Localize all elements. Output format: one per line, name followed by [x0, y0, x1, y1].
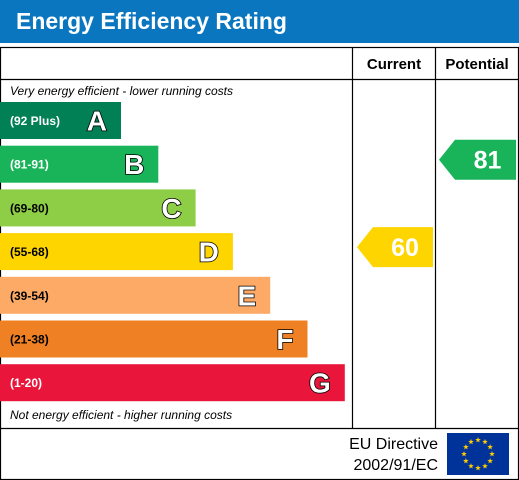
band-letter-f: F [276, 324, 293, 355]
band-c: (69-80) C [0, 189, 196, 227]
chart-title: Energy Efficiency Rating [0, 0, 519, 43]
eu-flag-star [463, 444, 469, 450]
directive-line2: 2002/91/EC [353, 457, 438, 474]
top-note: Very energy efficient - lower running co… [10, 84, 233, 98]
band-range-e: (39-54) [10, 289, 49, 303]
current-rating-arrow-shape [357, 227, 433, 268]
band-bar-g [0, 364, 345, 402]
eu-flag-star [475, 465, 481, 471]
potential-rating-arrow-value: 81 [474, 147, 502, 175]
band-d: (55-68) D [0, 233, 233, 271]
band-g: (1-20) G [0, 364, 345, 402]
eu-flag-star [468, 463, 474, 469]
band-b: (81-91) B [0, 145, 159, 183]
band-range-d: (55-68) [10, 245, 49, 259]
band-letter-e: E [238, 280, 257, 311]
current-rating-arrow: 60 [357, 227, 433, 268]
eu-flag-icon [447, 433, 509, 475]
band-range-f: (21-38) [10, 333, 49, 347]
potential-rating-arrow-shape [439, 139, 516, 180]
band-letter-g: G [309, 368, 331, 399]
rating-arrows: 60 81 [357, 139, 516, 268]
band-bar-f [0, 320, 308, 358]
band-range-c: (69-80) [10, 201, 49, 215]
band-letter-d: D [199, 237, 219, 268]
band-e: (39-54) E [0, 276, 271, 314]
band-letter-b: B [124, 149, 144, 180]
potential-rating-arrow: 81 [439, 139, 516, 180]
band-range-g: (1-20) [10, 376, 42, 390]
band-bar-d [0, 233, 233, 271]
eu-flag-star [468, 438, 474, 445]
eu-flag-star [475, 437, 481, 443]
band-bar-a [0, 102, 121, 139]
rating-bands: (92 Plus) A (81-91) B (69-80) C (55-68) D (39-54… [0, 102, 345, 402]
eu-flag-star [482, 463, 488, 469]
directive-line1: EU Directive [349, 436, 438, 453]
band-bar-e [0, 276, 271, 314]
current-rating-arrow-value: 60 [391, 234, 419, 262]
bottom-note: Not energy efficient - higher running co… [10, 408, 232, 422]
eu-flag-star [487, 444, 493, 450]
band-letter-c: C [161, 193, 181, 224]
band-a: (92 Plus) A [0, 102, 121, 139]
band-bar-b [0, 145, 159, 183]
eu-flag-star [489, 451, 495, 457]
header-current: Current [367, 56, 421, 73]
eu-flag-star [461, 451, 467, 457]
band-range-b: (81-91) [10, 158, 49, 172]
band-letter-a: A [87, 106, 107, 137]
eu-flag-star [487, 458, 493, 464]
eu-flag-star [463, 458, 469, 464]
band-range-a: (92 Plus) [10, 114, 60, 128]
header-potential: Potential [445, 56, 508, 73]
band-bar-c [0, 189, 196, 227]
band-f: (21-38) F [0, 320, 308, 358]
eu-flag-star [482, 438, 488, 445]
